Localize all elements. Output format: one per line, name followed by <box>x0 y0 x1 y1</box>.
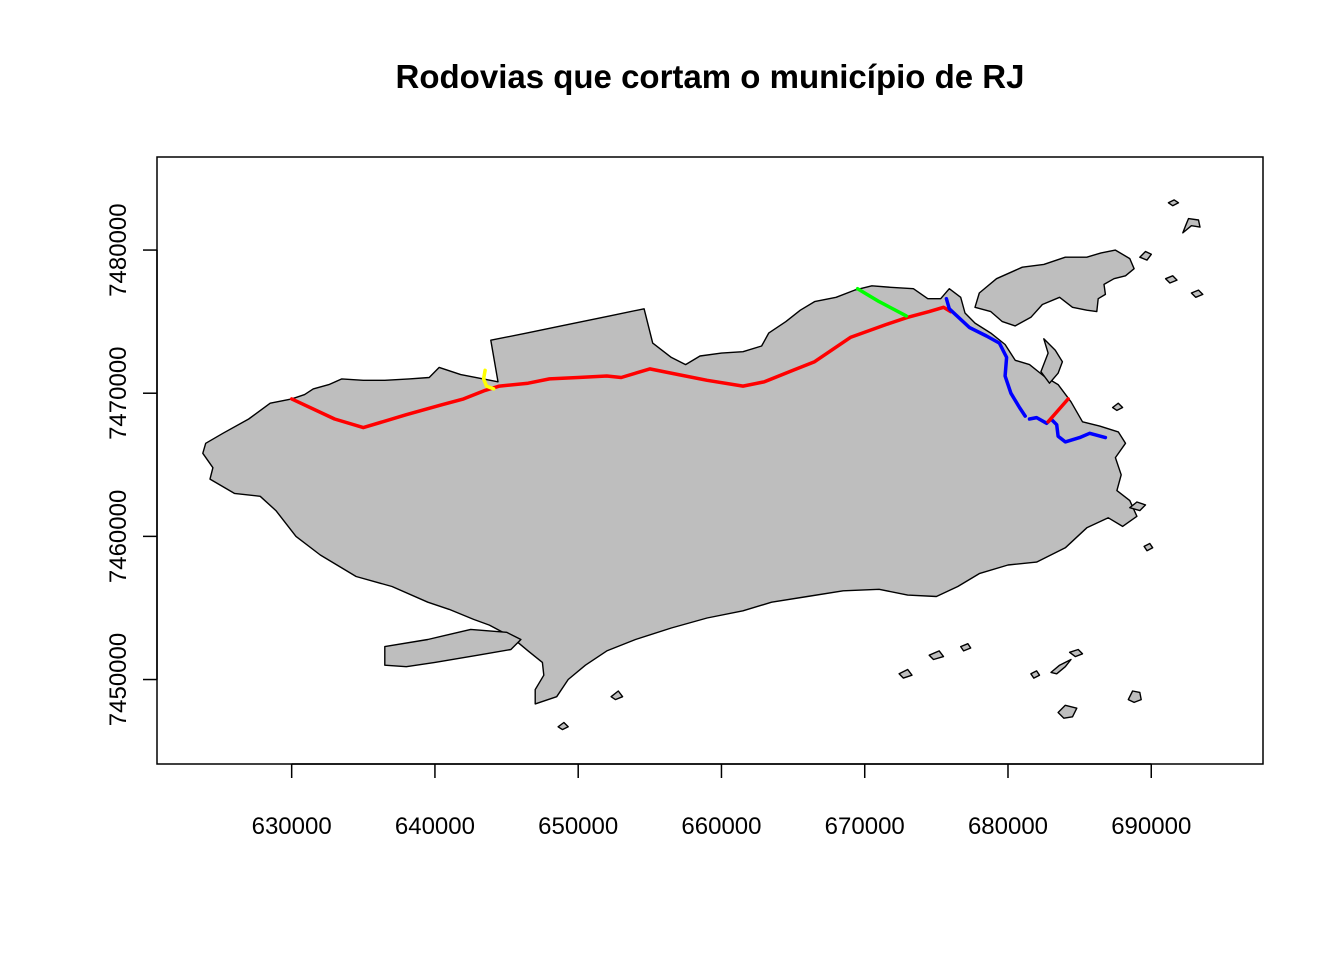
island-shape-19 <box>610 690 624 701</box>
island-shape-8 <box>1111 402 1124 412</box>
geo-layer <box>202 199 1204 731</box>
island-shape-17 <box>898 668 913 679</box>
y-tick-label: 7450000 <box>105 633 132 726</box>
x-tick-label: 690000 <box>1111 813 1191 840</box>
island-shape-0 <box>974 249 1135 327</box>
road-line-blue-4 <box>1027 415 1108 444</box>
island-shape-20 <box>1030 670 1041 679</box>
y-axis: 7450000 7460000 7470000 7480000 <box>105 203 158 726</box>
y-tick-label: 7460000 <box>105 490 132 583</box>
island-shape-18 <box>557 721 569 731</box>
road-line-red-5 <box>1046 397 1070 424</box>
road-layer <box>289 286 1108 444</box>
x-axis: 630000 640000 650000 660000 670000 680000 6900… <box>252 763 1191 840</box>
island-shape-4 <box>1167 199 1180 207</box>
island-shape-6 <box>1164 275 1178 284</box>
y-tick-label: 7470000 <box>105 346 132 439</box>
road-line-blue-3 <box>944 296 1027 418</box>
road-line-yellow-2 <box>481 368 496 391</box>
x-tick-label: 680000 <box>968 813 1048 840</box>
municipality-shape <box>202 285 1138 705</box>
road-line-green-1 <box>855 286 909 318</box>
y-tick-label: 7480000 <box>105 203 132 296</box>
island-shape-2 <box>384 628 522 668</box>
island-shape-9 <box>1129 501 1147 512</box>
island-shape-5 <box>1139 250 1153 261</box>
island-shape-11 <box>1050 658 1072 675</box>
road-line-red-0 <box>289 305 953 430</box>
island-shape-12 <box>1057 704 1078 719</box>
island-shape-13 <box>1127 690 1142 704</box>
chart-title: Rodovias que cortam o município de RJ <box>395 58 1025 95</box>
x-tick-label: 630000 <box>252 813 332 840</box>
island-shape-1 <box>1040 338 1064 384</box>
island-shape-16 <box>960 643 972 652</box>
x-tick-label: 640000 <box>395 813 475 840</box>
island-shape-10 <box>1143 542 1154 552</box>
island-shape-7 <box>1190 289 1204 298</box>
island-shape-14 <box>1068 648 1084 658</box>
x-tick-label: 670000 <box>825 813 905 840</box>
island-shape-3 <box>1182 217 1201 234</box>
x-tick-label: 660000 <box>681 813 761 840</box>
island-shape-15 <box>928 650 945 661</box>
x-tick-label: 650000 <box>538 813 618 840</box>
